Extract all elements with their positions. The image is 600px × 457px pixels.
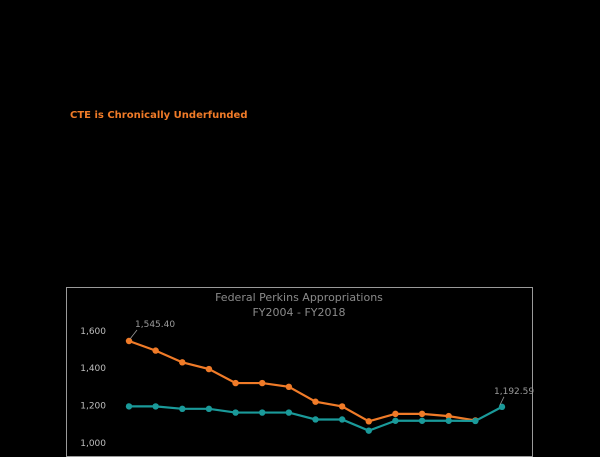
series-0-point <box>365 418 372 425</box>
chart-subtitle: FY2004 - FY2018 <box>252 306 345 319</box>
series-0-point <box>285 383 293 390</box>
annotation-label: 1,192.59 <box>494 387 534 397</box>
series-1-point <box>205 405 213 413</box>
y-tick-label: 1,600 <box>80 327 106 337</box>
series-1-point <box>365 427 372 434</box>
series-1-point <box>392 417 399 424</box>
series-0-point <box>152 347 159 354</box>
series-0-point <box>232 379 239 387</box>
y-tick-label: 1,000 <box>80 439 106 449</box>
annotation-leader <box>499 396 505 406</box>
series-1-point <box>232 409 239 416</box>
series-0-point <box>259 379 266 387</box>
series-1-point <box>125 403 133 410</box>
annotation-label: 1,545.40 <box>135 320 175 330</box>
series-1-point <box>498 403 506 411</box>
annotation-layer: 1,545.40 1,192.59 <box>129 320 534 406</box>
series-1-point <box>312 416 319 423</box>
series-1-point <box>472 417 479 425</box>
series-1-point <box>418 417 426 424</box>
series-1-point <box>445 417 452 424</box>
y-tick-label: 1,200 <box>80 401 106 411</box>
series-1-point <box>179 405 186 413</box>
series-1-point <box>285 409 293 416</box>
y-tick-label: 1,400 <box>80 364 106 374</box>
series-0-point <box>312 398 319 405</box>
y-axis: 1,000 1,200 1,400 1,600 <box>80 327 106 449</box>
headline: CTE is Chronically Underfunded <box>70 110 248 121</box>
series-0-point <box>392 410 399 418</box>
series-1-point <box>338 416 346 423</box>
annotation-leader <box>129 329 138 340</box>
series-layer <box>125 337 506 434</box>
series-0-point <box>205 365 213 373</box>
series-0-point <box>418 410 426 418</box>
series-1-point <box>259 409 266 416</box>
series-0-point <box>338 403 346 410</box>
series-1-point <box>152 403 159 410</box>
chart-title: Federal Perkins Appropriations <box>215 291 383 304</box>
series-0-point <box>179 359 186 366</box>
series-0-point <box>445 412 452 420</box>
series-0-line <box>128 339 476 423</box>
series-0-point <box>125 337 133 345</box>
